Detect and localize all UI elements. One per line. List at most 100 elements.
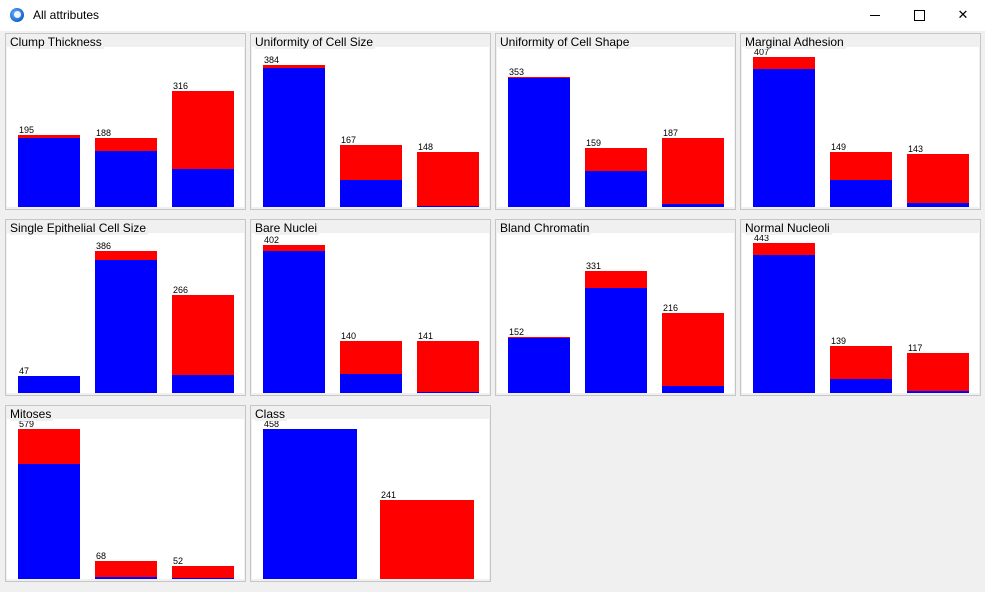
- attribute-panel: Bland Chromatin 152 331 216: [495, 219, 736, 396]
- histogram-bar[interactable]: [340, 341, 402, 393]
- bar-count-label: 152: [509, 327, 525, 337]
- histogram-bar[interactable]: [417, 152, 479, 207]
- histogram-bar[interactable]: [508, 337, 570, 393]
- bar-segment-blue: [18, 376, 80, 393]
- bar-count-label: 159: [586, 138, 602, 148]
- histogram-chart: 458 241: [252, 419, 489, 579]
- bar-segment-blue: [18, 138, 80, 207]
- bar-segment-blue: [907, 391, 969, 393]
- bar-segment-blue: [95, 260, 157, 393]
- bar-segment-blue: [508, 338, 570, 393]
- histogram-bar[interactable]: [95, 138, 157, 207]
- bar-count-label: 68: [96, 551, 107, 561]
- bar-segment-blue: [830, 180, 892, 207]
- panel-title: Normal Nucleoli: [745, 221, 832, 235]
- bar-segment-red: [380, 500, 474, 579]
- bar-count-label: 149: [831, 142, 847, 152]
- histogram-bar[interactable]: [172, 91, 234, 207]
- bar-segment-red: [585, 148, 647, 171]
- histogram-bar[interactable]: [753, 57, 815, 207]
- bar-count-label: 402: [264, 235, 280, 245]
- histogram-bar[interactable]: [508, 77, 570, 207]
- bar-segment-red: [508, 77, 570, 78]
- bar-segment-blue: [263, 251, 325, 393]
- close-button[interactable]: ✕: [940, 0, 985, 31]
- histogram-bar[interactable]: [417, 341, 479, 393]
- histogram-bar[interactable]: [263, 245, 325, 393]
- bar-segment-blue: [417, 392, 479, 393]
- histogram-bar[interactable]: [585, 148, 647, 207]
- histogram-bar[interactable]: [380, 500, 474, 579]
- bar-segment-red: [95, 251, 157, 260]
- histogram-bar[interactable]: [95, 251, 157, 393]
- bar-segment-red: [417, 341, 479, 392]
- panel-title: Uniformity of Cell Shape: [500, 35, 632, 49]
- histogram-chart: 152 331 216: [497, 233, 734, 393]
- bar-count-label: 187: [663, 128, 679, 138]
- bar-segment-blue: [907, 203, 969, 207]
- histogram-bar[interactable]: [18, 135, 80, 207]
- bar-segment-red: [830, 346, 892, 379]
- bar-count-label: 141: [418, 331, 434, 341]
- histogram-bar[interactable]: [753, 243, 815, 393]
- bar-segment-red: [95, 561, 157, 577]
- panel-title: Mitoses: [10, 407, 54, 421]
- bar-count-label: 195: [19, 125, 35, 135]
- histogram-bar[interactable]: [263, 65, 325, 207]
- bar-segment-red: [662, 313, 724, 386]
- bar-segment-red: [263, 245, 325, 251]
- bar-count-label: 407: [754, 47, 770, 57]
- minimize-icon: [870, 15, 880, 16]
- histogram-chart: 443 139 117: [742, 233, 979, 393]
- bar-segment-blue: [662, 204, 724, 207]
- bar-count-label: 458: [264, 419, 280, 429]
- bar-count-label: 353: [509, 67, 525, 77]
- histogram-bar[interactable]: [18, 429, 80, 579]
- histogram-chart: 402 140 141: [252, 233, 489, 393]
- bar-count-label: 52: [173, 556, 184, 566]
- bar-count-label: 143: [908, 144, 924, 154]
- bar-count-label: 47: [19, 366, 30, 376]
- histogram-bar[interactable]: [662, 138, 724, 207]
- histogram-chart: 47 386 266: [7, 233, 244, 393]
- panel-title: Bland Chromatin: [500, 221, 592, 235]
- panel-title: Class: [255, 407, 288, 421]
- histogram-bar[interactable]: [172, 566, 234, 579]
- histogram-bar[interactable]: [830, 346, 892, 393]
- maximize-button[interactable]: [896, 0, 942, 31]
- bar-segment-red: [95, 138, 157, 151]
- histogram-bar[interactable]: [907, 353, 969, 393]
- bar-segment-blue: [585, 288, 647, 393]
- bar-segment-red: [172, 91, 234, 169]
- bar-count-label: 139: [831, 336, 847, 346]
- histogram-bar[interactable]: [172, 295, 234, 393]
- bar-segment-blue: [172, 578, 234, 579]
- bar-segment-red: [585, 271, 647, 288]
- attribute-panel: Clump Thickness 195 188 316: [5, 33, 246, 210]
- bar-segment-blue: [585, 171, 647, 207]
- bar-count-label: 331: [586, 261, 602, 271]
- histogram-bar[interactable]: [907, 154, 969, 207]
- attribute-panel: Single Epithelial Cell Size 47 386 266: [5, 219, 246, 396]
- histogram-bar[interactable]: [263, 429, 357, 579]
- bar-segment-blue: [18, 464, 80, 579]
- histogram-bar[interactable]: [662, 313, 724, 393]
- attribute-panel: Normal Nucleoli 443 139 117: [740, 219, 981, 396]
- panel-title: Uniformity of Cell Size: [255, 35, 376, 49]
- histogram-bar[interactable]: [830, 152, 892, 207]
- app-globe-icon: [10, 8, 24, 22]
- histogram-bar[interactable]: [18, 376, 80, 393]
- bar-segment-red: [172, 566, 234, 578]
- histogram-bar[interactable]: [340, 145, 402, 207]
- histogram-bar[interactable]: [95, 561, 157, 579]
- panel-title: Clump Thickness: [10, 35, 104, 49]
- histogram-bar[interactable]: [585, 271, 647, 393]
- minimize-button[interactable]: [852, 0, 898, 31]
- title-bar: All attributes ✕: [0, 0, 985, 31]
- bar-count-label: 117: [908, 343, 923, 353]
- bar-segment-red: [340, 145, 402, 180]
- bar-segment-blue: [662, 386, 724, 393]
- bar-segment-blue: [263, 68, 325, 207]
- bar-count-label: 216: [663, 303, 679, 313]
- bar-segment-red: [753, 243, 815, 255]
